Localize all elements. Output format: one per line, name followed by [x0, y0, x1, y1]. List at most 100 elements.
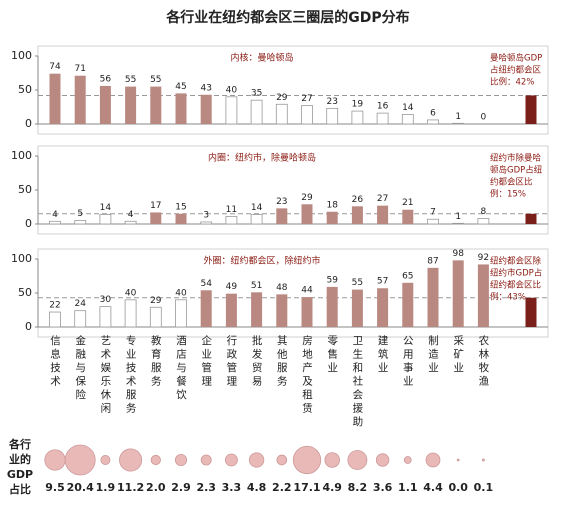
bar: [377, 288, 389, 327]
y-tick-label: 100: [11, 252, 32, 265]
bubble: [200, 454, 212, 466]
bar: [225, 216, 238, 225]
bubble: [456, 458, 460, 462]
data-label: 22: [49, 301, 60, 311]
data-label: 43: [200, 83, 211, 93]
panel-title: 内核：曼哈顿岛: [230, 52, 293, 64]
bar: [401, 114, 414, 125]
bar: [251, 292, 263, 327]
bar: [250, 99, 263, 125]
annotation: 顿岛GDP占纽: [490, 165, 543, 176]
data-label: 3: [203, 210, 209, 220]
bar: [74, 310, 87, 328]
y-tick-label: 0: [25, 117, 32, 130]
bar: [276, 208, 288, 224]
data-label: 29: [301, 193, 313, 203]
bubble: [224, 453, 238, 467]
bubble-label: 0.1: [474, 481, 494, 494]
category-label: 教育服务: [150, 334, 162, 389]
bubble: [403, 456, 412, 464]
data-label: 74: [49, 62, 61, 72]
data-label: 23: [276, 197, 287, 207]
data-label: 56: [100, 74, 112, 84]
bar: [301, 105, 313, 125]
bar: [326, 107, 339, 125]
bar: [150, 86, 162, 124]
data-label: 54: [200, 279, 212, 289]
data-label: 5: [77, 209, 83, 219]
bubble: [174, 453, 188, 467]
data-label: 4: [52, 210, 58, 220]
bar: [225, 293, 237, 327]
category-label: 卫生和社会援助: [351, 335, 363, 430]
category-label: 农林牧渔: [477, 334, 489, 389]
bar: [124, 220, 137, 225]
bar: [99, 214, 112, 225]
bubble-label: 3.3: [222, 481, 242, 494]
data-label: 30: [100, 295, 112, 305]
bar: [200, 94, 212, 124]
bar: [99, 85, 111, 124]
y-tick-label: 50: [18, 183, 32, 196]
bar: [377, 205, 389, 224]
data-label: 27: [301, 94, 312, 104]
y-tick-label: 100: [11, 49, 32, 62]
data-label: 98: [452, 249, 464, 259]
category-label: 制造业: [427, 334, 439, 375]
data-label: 45: [175, 82, 186, 92]
bar: [477, 218, 490, 225]
bar: [150, 212, 162, 224]
bar: [402, 282, 414, 327]
bar: [175, 93, 187, 124]
bar: [351, 110, 364, 125]
data-label: 14: [251, 203, 263, 213]
data-label: 65: [402, 271, 413, 281]
bar: [99, 306, 112, 328]
chart-title: 各行业在纽约都会区三圈层的GDP分布: [165, 9, 409, 26]
data-label: 23: [326, 97, 337, 107]
bubble: [292, 445, 322, 475]
y-tick-label: 50: [18, 286, 32, 299]
data-label: 11: [226, 205, 237, 215]
bubble-label: 2.2: [272, 481, 292, 494]
data-label: 40: [125, 288, 137, 298]
data-label: 44: [301, 286, 313, 296]
data-label: 71: [74, 64, 85, 74]
annotation: 纽约都会区除: [490, 256, 542, 267]
bar: [49, 73, 61, 124]
bubble-label: 9.5: [45, 481, 65, 494]
bar: [74, 75, 86, 124]
bar: [427, 218, 439, 225]
data-label: 18: [326, 200, 338, 210]
bar: [452, 260, 464, 327]
data-label: 55: [352, 278, 363, 288]
annotation: 约都会区比: [490, 177, 533, 188]
bar: [124, 299, 137, 328]
bar: [74, 220, 87, 225]
data-label: 8: [481, 207, 487, 217]
bubble: [100, 455, 111, 465]
category-label: 行政管理: [225, 334, 237, 389]
bar: [427, 119, 439, 125]
data-label: 0: [481, 113, 487, 123]
data-label: 6: [430, 108, 436, 118]
data-label: 14: [100, 203, 112, 213]
y-tick-label: 0: [25, 217, 32, 230]
data-label: 40: [175, 288, 187, 298]
category-label: 批发贸易: [251, 334, 263, 389]
data-label: 17: [150, 201, 161, 211]
data-label: 51: [251, 281, 262, 291]
bubble-label: 17.1: [293, 481, 320, 494]
bubble: [425, 452, 441, 468]
bubble-label: 4.8: [247, 481, 267, 494]
annotation: 例：15%: [490, 189, 526, 200]
y-tick-label: 0: [25, 320, 32, 333]
bar: [326, 286, 338, 327]
bar: [427, 267, 439, 327]
row-label: 各行业的 GDP 占比: [7, 437, 33, 496]
data-label: 24: [74, 299, 86, 309]
data-label: 57: [377, 277, 388, 287]
bubble: [375, 453, 390, 467]
bar: [275, 103, 288, 125]
